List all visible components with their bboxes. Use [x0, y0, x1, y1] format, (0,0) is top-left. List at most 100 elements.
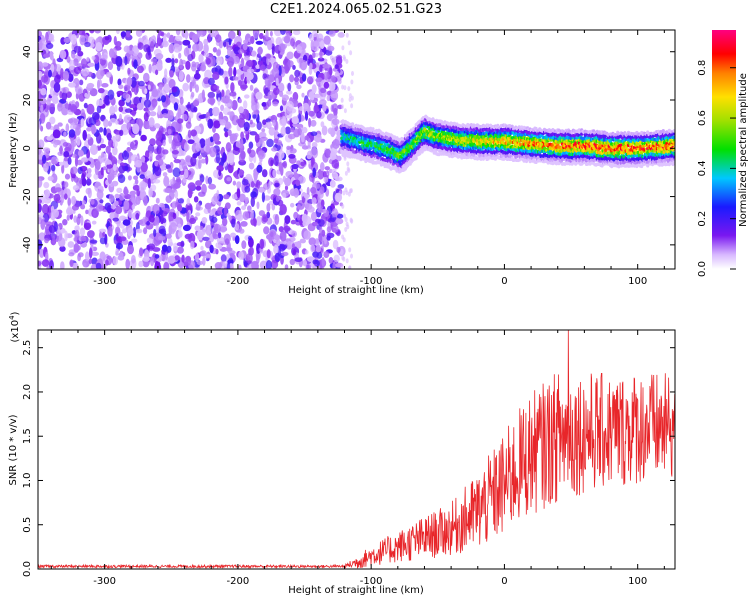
spectrogram-noise-cell — [350, 95, 354, 101]
spectrogram-noise-cell — [122, 228, 127, 234]
spectrogram-noise-cell — [193, 196, 199, 203]
spectrogram-noise-cell — [333, 254, 340, 263]
spectrogram-noise-cell — [266, 121, 272, 130]
spectrogram-noise-cell — [344, 227, 348, 232]
spectrogram-noise-cell — [163, 175, 170, 187]
spectrogram-noise-cell — [190, 156, 197, 167]
spectrogram-noise-cell — [144, 88, 148, 95]
spectrogram-noise-cell — [343, 213, 346, 219]
spectrogram-noise-cell — [103, 118, 109, 128]
spectrogram-noise-cell — [200, 245, 204, 251]
spectrogram-noise-cell — [326, 235, 331, 241]
spectrogram-noise-cell — [290, 38, 295, 47]
spectrogram-noise-cell — [243, 121, 250, 132]
spectrogram-noise-cell — [266, 203, 271, 212]
spectrogram-noise-cell — [61, 86, 70, 94]
spectrogram-noise-cell — [154, 123, 161, 129]
spectrogram-noise-cell — [207, 91, 215, 99]
spectrogram-noise-cell — [291, 230, 297, 238]
spectrogram-noise-cell — [182, 82, 189, 92]
spectrogram-noise-cell — [108, 193, 114, 203]
spectrogram-noise-cell — [227, 129, 232, 137]
spectrogram-noise-cell — [97, 185, 104, 190]
spectrogram-noise-cell — [67, 157, 72, 165]
spectrogram-noise-cell — [274, 30, 282, 37]
spectrogram-cells — [38, 30, 675, 269]
spectrogram-noise-cell — [167, 255, 176, 264]
spectrogram-noise-cell — [291, 243, 295, 249]
spectrogram-noise-cell — [288, 154, 296, 159]
spectrogram-noise-cell — [124, 55, 128, 66]
spectrogram-noise-cell — [251, 92, 255, 103]
spectrogram-noise-cell — [193, 106, 198, 113]
spectrogram-noise-cell — [331, 75, 336, 83]
spectrogram-noise-cell — [122, 219, 131, 226]
spectrogram-noise-cell — [256, 201, 260, 210]
spectrogram-noise-cell — [312, 51, 316, 59]
spectrogram-noise-cell — [241, 205, 247, 210]
spectrogram-noise-cell — [329, 67, 333, 76]
spectrogram-noise-cell — [226, 212, 230, 218]
spectrogram-noise-cell — [175, 30, 181, 36]
spectrogram-noise-cell — [182, 224, 191, 232]
spectrogram-noise-cell — [261, 102, 267, 107]
spectrogram-noise-cell — [284, 215, 291, 225]
spectrogram-noise-cell — [165, 57, 172, 63]
spectrogram-noise-cell — [207, 176, 213, 185]
spectrogram-noise-cell — [73, 243, 80, 253]
spectrogram-noise-cell — [216, 236, 225, 244]
spectrogram-noise-cell — [163, 83, 171, 94]
spectrogram-noise-cell — [296, 84, 302, 90]
spectrogram-noise-cell — [158, 158, 164, 166]
spectrogram-noise-cell — [64, 173, 71, 180]
spectrogram-noise-cell — [45, 31, 49, 43]
spectrogram-noise-cell — [342, 190, 346, 196]
spectrogram-noise-cell — [238, 80, 243, 86]
spectrogram-noise-cell — [162, 149, 169, 155]
spectrogram-noise-cell — [227, 111, 235, 116]
spectrogram-noise-cell — [323, 177, 329, 183]
spectrogram-noise-cell — [105, 259, 109, 266]
spectrogram-noise-cell — [246, 68, 255, 73]
spectrogram-noise-cell — [283, 35, 291, 44]
spectrogram-noise-cell — [147, 84, 151, 91]
spectrogram-noise-cell — [203, 38, 209, 46]
spectrogram-noise-cell — [205, 155, 209, 165]
spectrogram-noise-cell — [160, 214, 164, 225]
spectrogram-noise-cell — [205, 224, 212, 236]
spectrogram-noise-cell — [172, 212, 177, 219]
spectrogram-noise-cell — [267, 90, 275, 100]
spectrogram-noise-cell — [251, 50, 257, 58]
spectrogram-noise-cell — [191, 79, 197, 89]
spectrogram-noise-cell — [131, 238, 138, 243]
spectrogram-noise-cell — [152, 179, 161, 184]
spectrogram-noise-cell — [226, 152, 235, 164]
spectrogram-noise-cell — [248, 248, 252, 256]
spectrogram-noise-cell — [104, 36, 110, 41]
spectrogram-noise-cell — [46, 136, 53, 141]
spectrogram-noise-cell — [239, 138, 244, 149]
spectrogram-noise-cell — [247, 79, 251, 84]
spectrogram-noise-cell — [71, 50, 76, 59]
spectrogram-noise-cell — [234, 235, 240, 245]
spectrogram-noise-cell — [280, 126, 287, 137]
spectrogram-noise-cell — [55, 187, 62, 193]
spectrogram-noise-cell — [108, 138, 114, 148]
spectrogram-noise-cell — [230, 82, 235, 93]
spectrogram-noise-cell — [278, 150, 285, 160]
spectrogram-noise-cell — [279, 105, 284, 112]
spectrogram-noise-cell — [171, 86, 178, 93]
spectrogram-noise-cell — [278, 65, 282, 76]
spectrogram-noise-cell — [311, 141, 318, 148]
spectrogram-noise-cell — [209, 244, 214, 254]
spectrogram-noise-cell — [272, 119, 276, 127]
spectrogram-noise-cell — [157, 33, 161, 45]
spectrogram-noise-cell — [274, 252, 281, 262]
spectrogram-noise-cell — [207, 33, 212, 43]
spectrogram-noise-cell — [254, 133, 260, 143]
spectrogram-noise-cell — [247, 147, 252, 154]
spectrogram-noise-cell — [256, 121, 262, 131]
spectrogram-noise-cell — [201, 89, 205, 101]
spectrogram-noise-cell — [261, 169, 268, 178]
spectrogram-noise-cell — [306, 186, 310, 195]
